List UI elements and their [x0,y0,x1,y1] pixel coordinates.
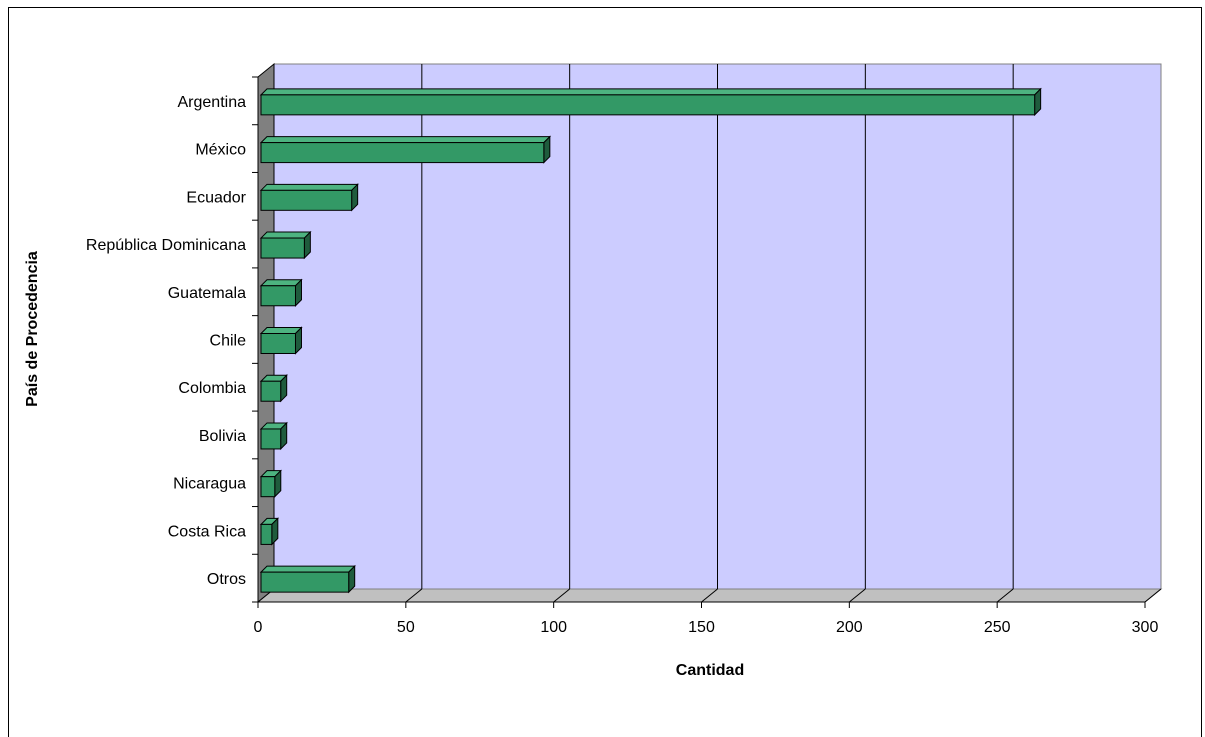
y-tick-label: Colombia [178,380,246,397]
y-tick-labels: Argentina México Ecuador República Dominica… [86,94,247,588]
floor-gridline [553,588,570,603]
bar [259,517,280,546]
bar [259,374,288,403]
bars [259,87,1042,594]
bar [259,183,359,212]
floor-gridline [1144,588,1162,603]
bar [259,87,1042,117]
axes [252,76,1146,608]
y-tick-label: Otros [207,571,246,588]
chart-frame [8,7,1202,737]
floor-gridline [405,588,423,603]
y-tick-label: República Dominicana [86,237,246,254]
y-tick-label: Chile [210,333,247,350]
bar [259,564,356,594]
floor-gridline [996,588,1014,603]
bar [259,326,303,355]
x-axis-title: Cantidad [676,662,744,679]
y-tick-label: México [195,142,246,159]
bar [259,230,312,260]
bar [259,421,288,451]
x-tick-label: 0 [254,619,263,636]
y-tick-label: Guatemala [168,285,246,302]
x-tick-label: 200 [836,619,863,636]
bar [259,135,552,164]
x-tick-label: 150 [688,619,715,636]
x-tick-label: 250 [984,619,1011,636]
x-tick-label: 100 [540,619,567,636]
y-tick-label: Ecuador [186,189,246,206]
x-tick-label: 50 [397,619,415,636]
y-tick-label: Nicaragua [173,476,246,493]
y-tick-label: Argentina [178,94,247,111]
floor-gridline [701,588,718,603]
y-tick-label: Costa Rica [168,523,246,540]
x-tick-labels: 0 50 100 150 200 250 300 [254,619,1159,636]
bar [259,469,282,498]
floor-gridline [849,588,866,603]
y-axis-title: País de Procedencia [24,251,41,407]
bar [259,278,303,307]
y-tick-label: Bolivia [199,428,246,445]
x-tick-label: 300 [1132,619,1159,636]
